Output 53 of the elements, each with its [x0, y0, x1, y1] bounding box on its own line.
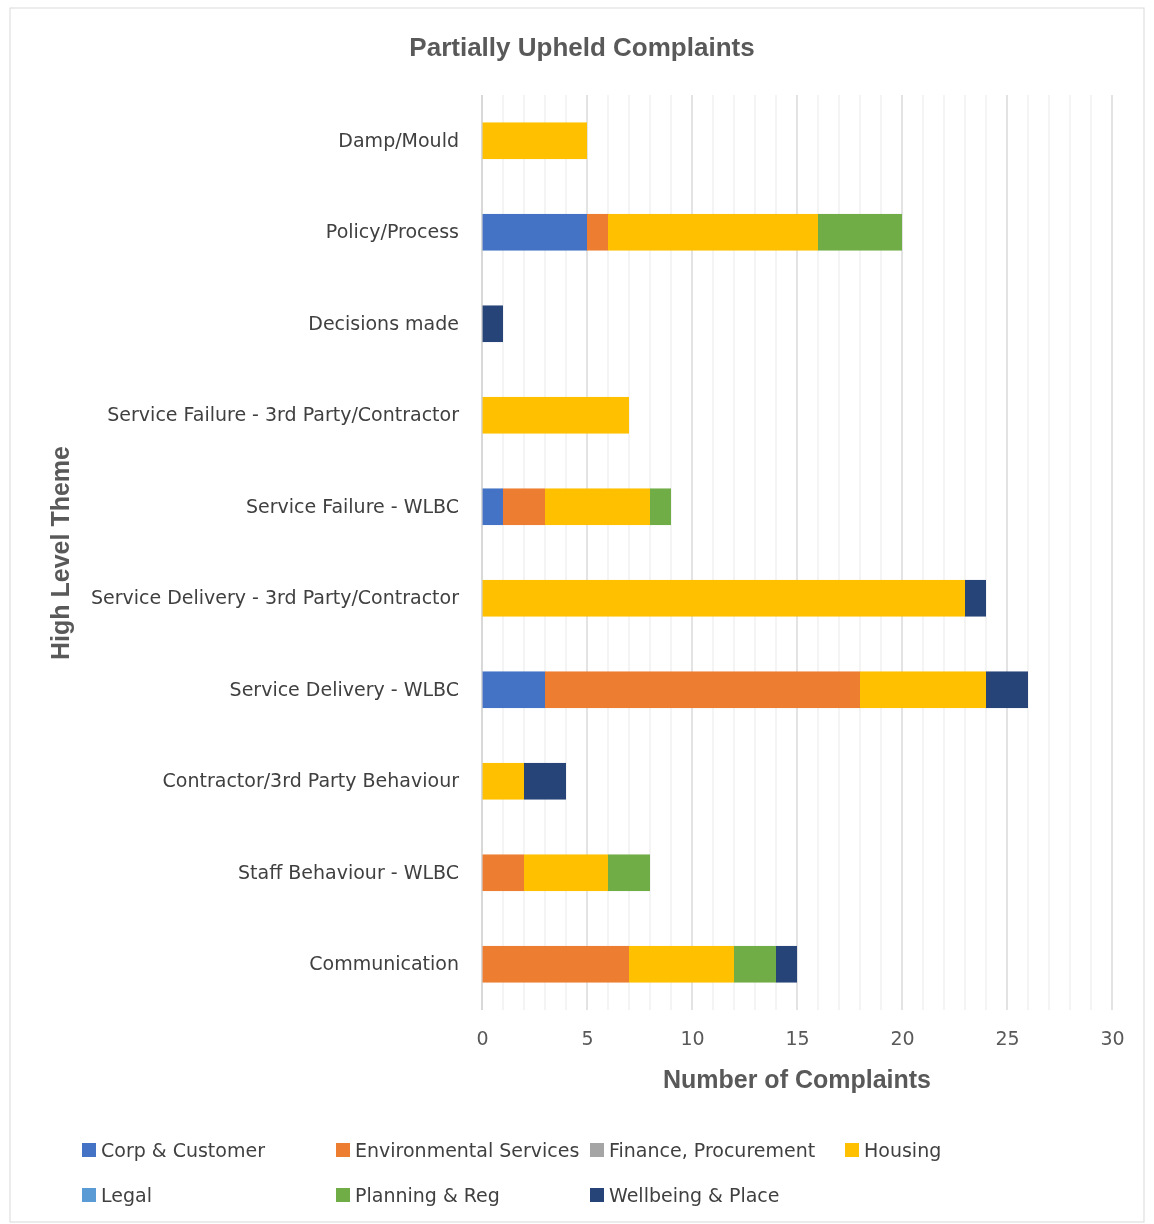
y-tick-label: Communication — [309, 952, 459, 975]
bar — [503, 488, 545, 526]
x-tick-label: 30 — [1100, 1027, 1125, 1050]
bar — [629, 945, 734, 983]
legend-label: Environmental Services — [355, 1139, 580, 1161]
y-tick-label: Service Failure - 3rd Party/Contractor — [107, 403, 460, 426]
bar — [482, 579, 965, 617]
legend-label: Wellbeing & Place — [609, 1184, 780, 1206]
x-tick-label: 25 — [995, 1027, 1020, 1050]
y-axis-title: High Level Theme — [46, 445, 74, 660]
bar — [482, 488, 503, 526]
y-tick-label: Decisions made — [308, 311, 459, 334]
bar — [545, 671, 860, 709]
y-tick-label: Service Delivery - WLBC — [229, 677, 459, 700]
y-tick-label: Contractor/3rd Party Behaviour — [162, 769, 460, 792]
bar — [482, 213, 587, 251]
bar — [482, 122, 587, 160]
x-tick-label: 20 — [890, 1027, 915, 1050]
x-tick-label: 15 — [785, 1027, 810, 1050]
legend-label: Planning & Reg — [355, 1184, 500, 1206]
bar — [650, 488, 671, 526]
x-axis-title: Number of Complaints — [662, 1065, 932, 1093]
y-tick-label: Service Failure - WLBC — [245, 494, 459, 517]
bar — [860, 671, 986, 709]
bar — [545, 488, 650, 526]
bar — [587, 213, 608, 251]
bar — [482, 671, 545, 709]
bar — [482, 396, 629, 434]
y-tick-label: Service Delivery - 3rd Party/Contractor — [90, 586, 460, 609]
legend-label: Finance, Procurement — [609, 1139, 816, 1161]
bar — [482, 305, 503, 343]
bar — [818, 213, 902, 251]
y-tick-label: Policy/Process — [325, 220, 459, 243]
y-tick-label: Staff Behaviour - WLBC — [238, 860, 459, 883]
x-tick-label: 10 — [680, 1027, 705, 1050]
bar — [524, 762, 566, 800]
bar — [482, 854, 524, 892]
legend-label: Corp & Customer — [101, 1139, 266, 1161]
bar — [734, 945, 776, 983]
bar — [482, 945, 629, 983]
bar — [482, 762, 524, 800]
x-tick-label: 0 — [476, 1027, 489, 1050]
legend-label: Legal — [101, 1184, 152, 1206]
bar — [608, 854, 650, 892]
y-tick-label: Damp/Mould — [338, 128, 459, 151]
x-tick-label: 5 — [581, 1027, 594, 1050]
bar — [986, 671, 1028, 709]
legend-label: Housing — [864, 1139, 942, 1161]
bar — [965, 579, 986, 617]
chart-title: Partially Upheld Complaints — [409, 32, 755, 62]
bar — [776, 945, 797, 983]
bar — [608, 213, 818, 251]
bar — [524, 854, 608, 892]
